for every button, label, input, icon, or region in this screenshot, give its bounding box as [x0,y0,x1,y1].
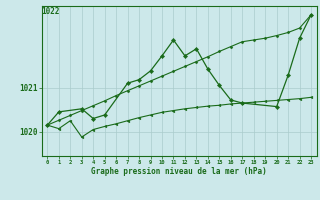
Text: 1022: 1022 [42,7,60,16]
X-axis label: Graphe pression niveau de la mer (hPa): Graphe pression niveau de la mer (hPa) [91,167,267,176]
